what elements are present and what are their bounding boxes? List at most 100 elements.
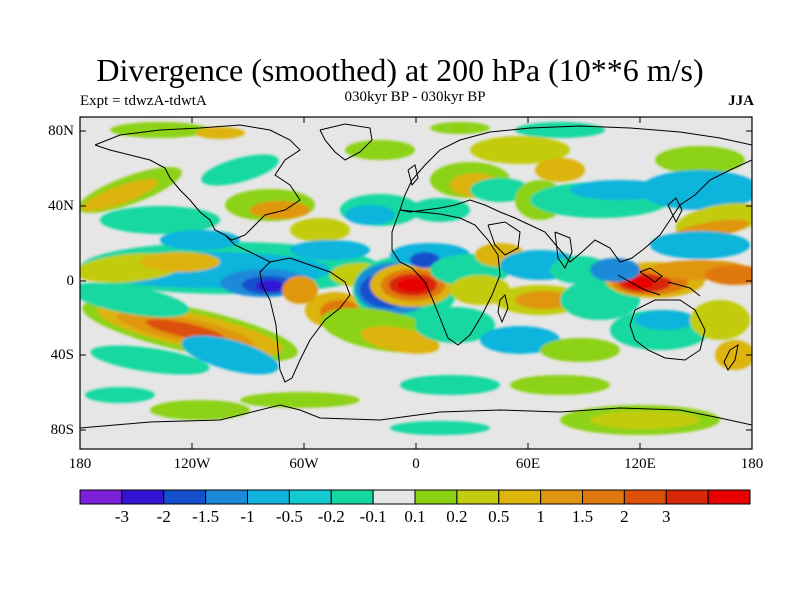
field-patch	[82, 178, 158, 212]
field-patch	[690, 300, 750, 340]
field-patch	[390, 421, 490, 435]
lon-label-180-east: 180	[740, 456, 764, 472]
lon-label-0: 0	[412, 456, 420, 472]
coastlines	[80, 123, 752, 429]
period-label: 030kyr BP - 030kyr BP	[344, 89, 486, 105]
colorbar-label: -3	[114, 507, 129, 526]
map-ticks	[80, 117, 752, 449]
field-patch	[181, 335, 279, 375]
field-patch	[480, 326, 560, 354]
divergence-field	[80, 117, 752, 449]
field-patch	[450, 275, 510, 305]
colorbar-label: 1	[536, 507, 545, 526]
field-patch	[85, 387, 155, 403]
field-patch	[345, 205, 395, 225]
lon-label-60e: 60E	[515, 456, 541, 472]
field-patch	[397, 278, 429, 292]
field-patch	[635, 310, 695, 330]
colorbar-label: -2	[156, 507, 171, 526]
coastline-africa	[391, 209, 501, 346]
field-patch	[535, 158, 585, 182]
colorbar-swatch	[623, 489, 667, 505]
colorbar-swatch	[163, 489, 207, 505]
field-patch	[160, 230, 240, 250]
coastline-japan	[667, 197, 683, 224]
lat-label-80s: 80S	[50, 422, 74, 438]
field-patch	[201, 154, 279, 186]
field-patch	[410, 198, 470, 222]
colorbar-label: 3	[662, 507, 671, 526]
colorbar	[79, 489, 751, 505]
field-patch	[250, 201, 310, 219]
colorbar-swatch	[372, 489, 416, 505]
field-patch	[145, 319, 225, 341]
lat-label-40s: 40S	[50, 347, 74, 363]
plot-title: Divergence (smoothed) at 200 hPa (10**6 …	[96, 52, 704, 88]
field-patch	[195, 127, 245, 139]
field-patch	[510, 375, 610, 395]
colorbar-swatch	[582, 489, 625, 505]
coastline-eurasia	[399, 125, 752, 263]
field-patch	[80, 282, 190, 318]
colorbar-swatch	[540, 489, 583, 505]
field-patch	[626, 277, 654, 289]
field-patch	[290, 218, 350, 242]
colorbar-swatch	[247, 489, 290, 505]
lon-label-60w: 60W	[289, 456, 319, 472]
colorbar-label: 2	[620, 507, 629, 526]
colorbar-swatch	[665, 489, 709, 505]
colorbar-swatch	[205, 489, 248, 505]
field-patch	[140, 252, 220, 272]
lon-label-180-west: 180	[68, 456, 92, 472]
field-patch	[640, 170, 752, 210]
coastline-greenland	[319, 123, 373, 161]
lat-label-80n: 80N	[48, 123, 74, 139]
colorbar-swatch	[121, 489, 165, 505]
colorbar-label: -0.2	[317, 507, 345, 526]
colorbar-label: -0.5	[275, 507, 303, 526]
field-patch	[150, 400, 250, 420]
coastline-antarctica	[80, 404, 752, 429]
coastline-south-america	[259, 257, 351, 383]
season-label: JJA	[728, 93, 754, 109]
field-patch	[290, 240, 370, 260]
colorbar-label: -0.1	[359, 507, 387, 526]
field-patch	[705, 265, 752, 285]
field-patch	[256, 280, 284, 292]
lon-label-120w: 120W	[173, 456, 211, 472]
coastline-arabia	[487, 221, 521, 256]
field-patch	[430, 122, 490, 134]
field-patch	[415, 307, 495, 343]
colorbar-label: 0.5	[488, 507, 510, 526]
colorbar-swatch	[288, 489, 332, 505]
field-patch	[470, 178, 530, 202]
field-patch	[100, 206, 220, 234]
field-patch	[90, 345, 210, 375]
coastline-new-zealand	[723, 343, 739, 371]
colorbar-label: -1.5	[192, 507, 220, 526]
lon-label-120e: 120E	[624, 456, 656, 472]
coastline-north-america	[94, 124, 301, 241]
field-patch	[590, 411, 700, 429]
colorbar-swatch	[330, 489, 374, 505]
field-patch	[282, 276, 318, 304]
colorbar-swatch	[456, 489, 500, 505]
lat-label-40n: 40N	[48, 198, 74, 214]
colorbar-label: 0.1	[404, 507, 426, 526]
field-patch	[410, 252, 440, 268]
coastline-indonesia	[617, 267, 701, 297]
colorbar-swatch	[414, 489, 458, 505]
lat-label-0: 0	[66, 273, 75, 289]
colorbar-label: 0.2	[446, 507, 468, 526]
experiment-label: Expt = tdwzA-tdwtA	[80, 93, 207, 109]
field-patch	[345, 140, 415, 160]
field-patch	[515, 291, 575, 309]
colorbar-label: -1	[240, 507, 255, 526]
colorbar-swatch	[79, 489, 123, 505]
field-patch	[470, 136, 570, 164]
field-patch	[655, 146, 745, 174]
colorbar-swatch	[498, 489, 542, 505]
field-patch	[240, 392, 360, 408]
colorbar-label: 1.5	[571, 507, 594, 526]
